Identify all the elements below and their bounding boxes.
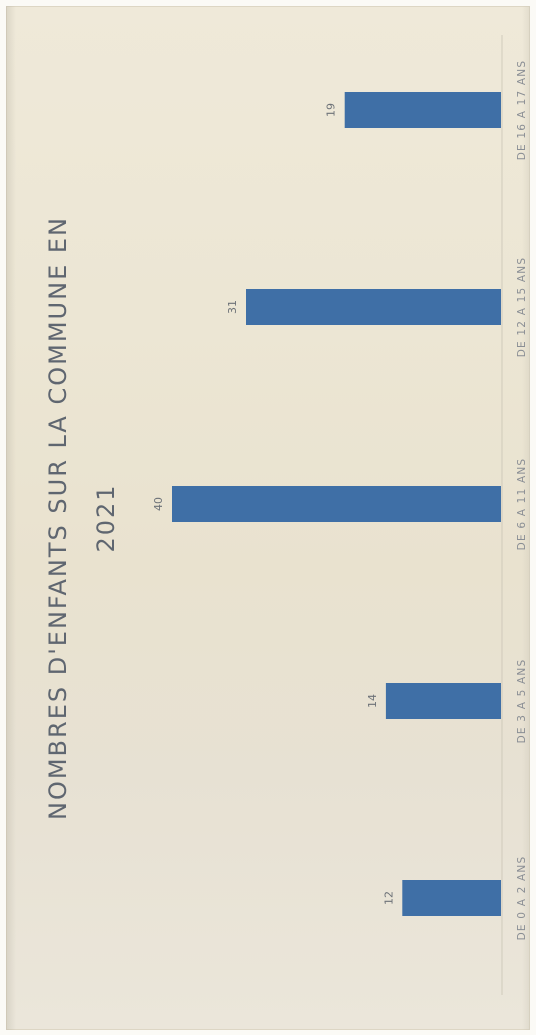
category-label-4: DE 16 A 17 ANS — [516, 60, 528, 160]
chart-title-line-1: NOMBRES D'ENFANTS SUR LA COMMUNE EN — [44, 216, 72, 820]
bar-3 — [246, 289, 501, 325]
category-label-3: DE 12 A 15 ANS — [516, 257, 528, 357]
value-label-2: 40 — [152, 497, 165, 511]
category-labels-group: DE 0 A 2 ANS DE 3 A 5 ANS DE 6 A 11 ANS DE … — [516, 60, 528, 941]
bar-0 — [402, 880, 501, 916]
bar-4 — [344, 92, 502, 128]
value-labels-group: 12 14 40 31 19 — [152, 103, 395, 905]
paper-shadow-right — [522, 6, 530, 1030]
category-label-0: DE 0 A 2 ANS — [516, 856, 528, 941]
paper-shadow-left — [6, 6, 16, 1030]
category-label-1: DE 3 A 5 ANS — [516, 659, 528, 744]
value-label-3: 31 — [226, 300, 239, 314]
bar-2 — [172, 486, 501, 522]
bars-group — [172, 92, 502, 916]
value-label-4: 19 — [325, 103, 338, 117]
category-label-2: DE 6 A 11 ANS — [516, 458, 528, 551]
bar-1 — [385, 683, 501, 719]
chart-title-line-2: 2021 — [92, 483, 120, 552]
value-label-0: 12 — [382, 891, 395, 905]
value-label-1: 14 — [366, 694, 379, 708]
chart-rotated-group: NOMBRES D'ENFANTS SUR LA COMMUNE EN 2021… — [44, 35, 528, 995]
